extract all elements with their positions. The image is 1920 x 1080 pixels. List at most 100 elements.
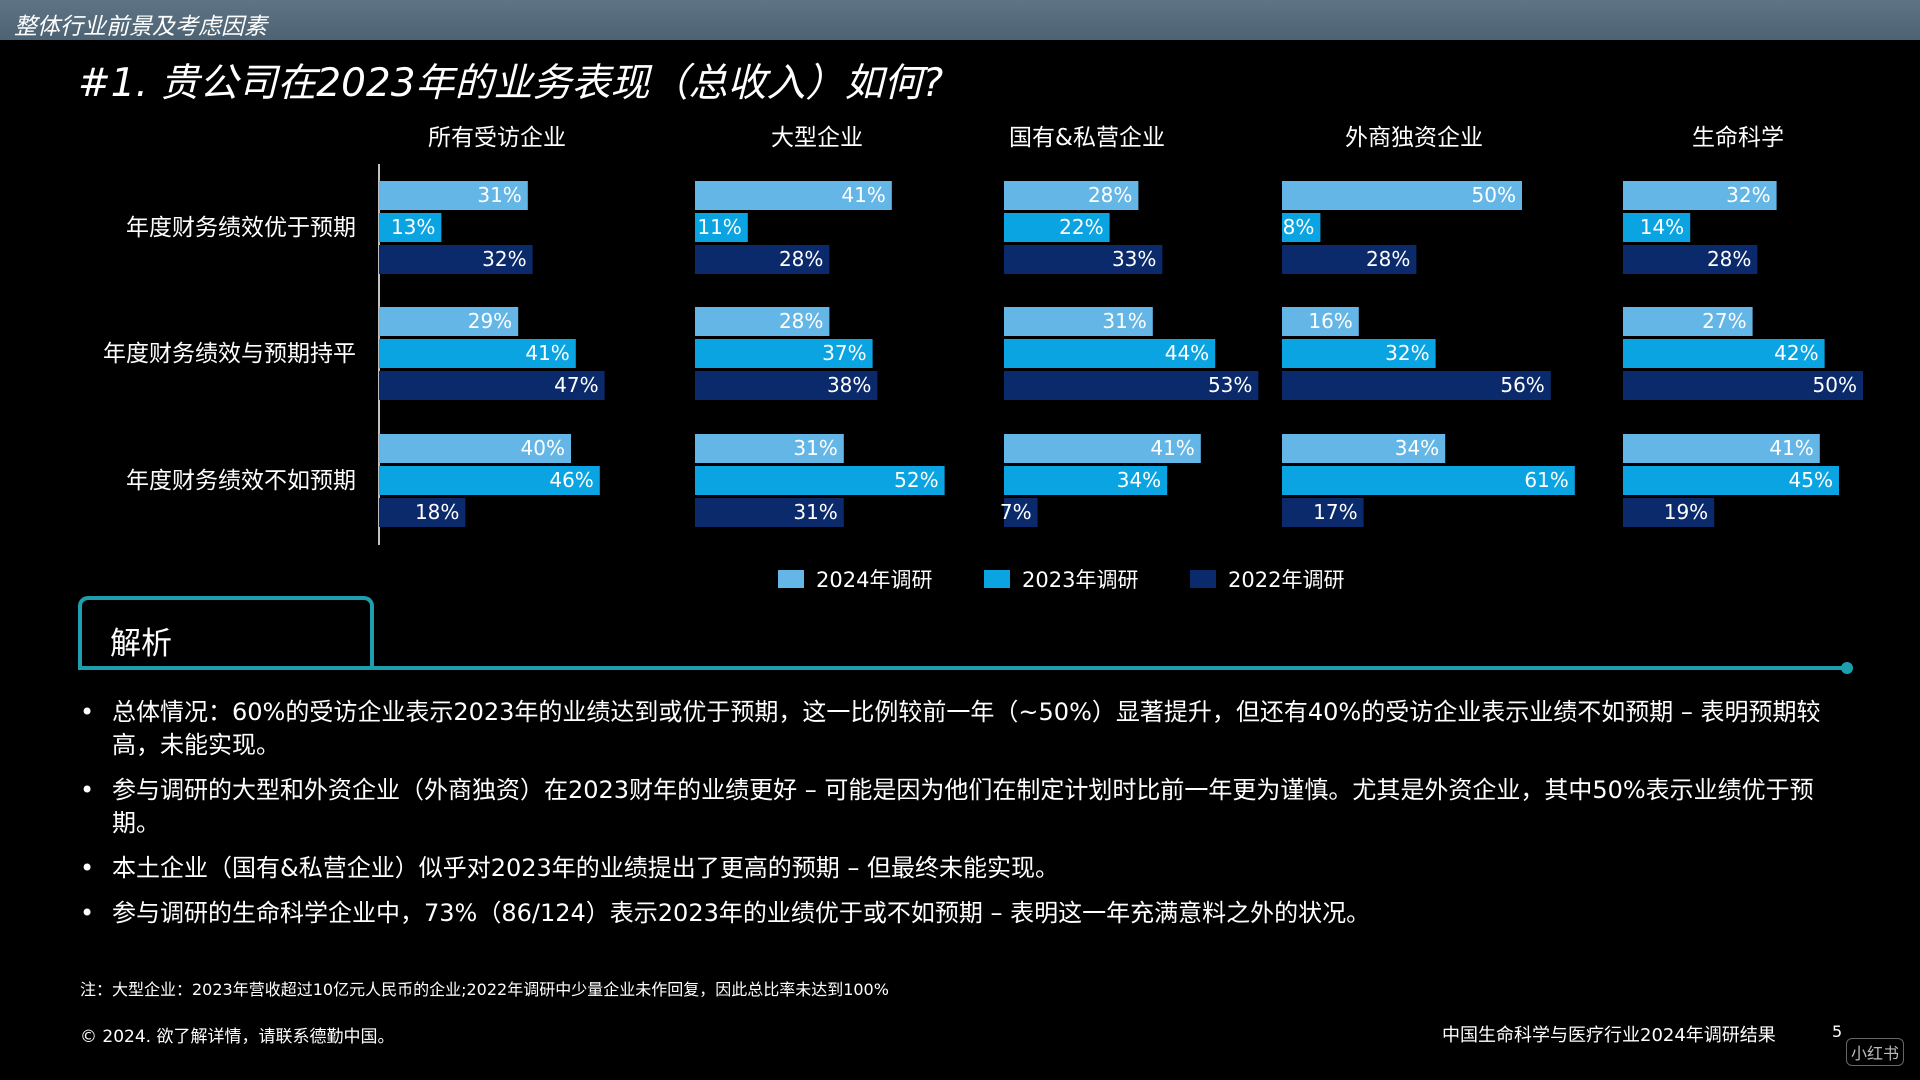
watermark-logo: 小红书: [1846, 1038, 1905, 1066]
bar: [1282, 434, 1446, 463]
data-label: 32%: [1385, 341, 1429, 365]
data-label: 7%: [1000, 500, 1032, 524]
bar: [1004, 307, 1153, 336]
bar: [1623, 245, 1758, 274]
group-header: 国有&私营企业: [1009, 125, 1165, 151]
data-label: 33%: [1112, 247, 1156, 271]
data-label: 41%: [1150, 436, 1194, 460]
bar: [1004, 466, 1168, 495]
bar: [1282, 245, 1417, 274]
bar: [379, 466, 600, 495]
legend-swatch: [1190, 570, 1216, 588]
legend-swatch: [778, 570, 804, 588]
copyright-text: © 2024. 欲了解详情，请联系德勤中国。: [80, 1027, 395, 1047]
bar: [1282, 498, 1364, 527]
analysis-bullet-list: • 总体情况：60%的受访企业表示2023年的业绩达到或优于预期，这一比例较前一年…: [80, 696, 1860, 942]
bar: [1623, 213, 1691, 242]
group-header: 外商独资企业: [1345, 125, 1483, 151]
bar: [1004, 498, 1038, 527]
analysis-bullet: • 参与调研的大型和外资企业（外商独资）在2023财年的业绩更好 – 可能是因为他…: [80, 776, 1814, 837]
bar: [1282, 339, 1436, 368]
bullet-icon: •: [80, 698, 95, 726]
bar-chart: 所有受访企业 大型企业 国有&私营企业 外商独资企业 生命科学年度财务绩效优于预期年度财…: [103, 125, 1863, 592]
data-label: 44%: [1165, 341, 1209, 365]
bar: [379, 181, 528, 210]
bar: [1623, 371, 1863, 400]
analysis-tab: 解析: [78, 596, 374, 668]
bar: [695, 245, 830, 274]
page-number: 5: [1832, 1022, 1843, 1041]
bar: [379, 434, 571, 463]
bar: [1623, 307, 1753, 336]
data-label: 50%: [1813, 373, 1857, 397]
data-label: 47%: [554, 373, 598, 397]
bar: [695, 434, 844, 463]
data-label: 41%: [1769, 436, 1813, 460]
bar: [695, 371, 878, 400]
data-label: 27%: [1702, 309, 1746, 333]
data-label: 29%: [468, 309, 512, 333]
data-label: 14%: [1640, 215, 1684, 239]
legend-label: 2024年调研: [816, 568, 932, 592]
divider-end-dot: [1841, 662, 1853, 674]
bar: [1623, 466, 1839, 495]
group-header: 所有受访企业: [428, 125, 566, 151]
data-label: 28%: [779, 247, 823, 271]
data-label: 31%: [1102, 309, 1146, 333]
bullet-icon: •: [80, 776, 95, 804]
data-label: 37%: [822, 341, 866, 365]
data-label: 31%: [793, 500, 837, 524]
data-label: 19%: [1664, 500, 1708, 524]
data-label: 22%: [1059, 215, 1103, 239]
data-label: 28%: [779, 309, 823, 333]
data-label: 8%: [1283, 215, 1315, 239]
data-label: 31%: [477, 183, 521, 207]
data-label: 46%: [549, 468, 593, 492]
data-label: 41%: [841, 183, 885, 207]
bar: [379, 213, 442, 242]
data-label: 18%: [415, 500, 459, 524]
bar: [1004, 434, 1201, 463]
page-title: #1. 贵公司在2023年的业务表现（总收入）如何?: [78, 61, 944, 106]
bar: [1623, 498, 1715, 527]
data-label: 56%: [1500, 373, 1544, 397]
bar: [379, 245, 533, 274]
category-label: 年度财务绩效不如预期: [126, 468, 356, 494]
data-label: 31%: [793, 436, 837, 460]
data-label: 28%: [1088, 183, 1132, 207]
legend-label: 2022年调研: [1228, 568, 1344, 592]
bar: [1623, 339, 1825, 368]
bullet-icon: •: [80, 899, 95, 927]
bar: [1004, 181, 1139, 210]
analysis-bullet: • 参与调研的生命科学企业中，73%（86/124）表示2023年的业绩优于或不如…: [80, 897, 1860, 930]
data-label: 50%: [1472, 183, 1516, 207]
bar: [1004, 339, 1216, 368]
data-label: 53%: [1208, 373, 1252, 397]
bar: [379, 307, 519, 336]
bar: [1004, 371, 1259, 400]
section-title: 整体行业前景及考虑因素: [14, 14, 267, 40]
bar: [695, 181, 892, 210]
bar: [1623, 434, 1820, 463]
bar: [695, 307, 830, 336]
bar: [1623, 181, 1777, 210]
bar: [379, 339, 576, 368]
legend-label: 2023年调研: [1022, 568, 1138, 592]
data-label: 32%: [1726, 183, 1770, 207]
bar: [1282, 213, 1321, 242]
bar: [1282, 371, 1551, 400]
data-label: 42%: [1774, 341, 1818, 365]
section-header-bar: 整体行业前景及考虑因素: [0, 0, 1920, 40]
bar: [379, 498, 466, 527]
analysis-divider: [78, 666, 1848, 670]
bar: [695, 213, 748, 242]
group-header: 大型企业: [771, 125, 863, 151]
bar: [695, 466, 945, 495]
data-label: 34%: [1395, 436, 1439, 460]
data-label: 11%: [697, 215, 741, 239]
data-label: 45%: [1789, 468, 1833, 492]
analysis-bullet: • 总体情况：60%的受访企业表示2023年的业绩达到或优于预期，这一比例较前一年…: [80, 698, 1821, 759]
footnote: 注：大型企业：2023年营收超过10亿元人民币的企业;2022年调研中少量企业未…: [80, 980, 889, 999]
category-label: 年度财务绩效与预期持平: [103, 341, 356, 367]
data-label: 17%: [1313, 500, 1357, 524]
